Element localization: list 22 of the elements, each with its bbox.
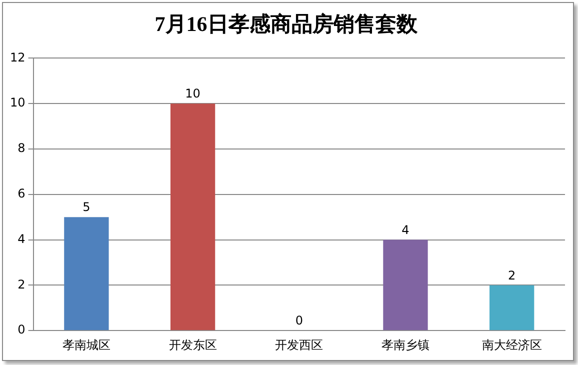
data-label: 10	[185, 86, 200, 101]
data-label: 4	[402, 222, 410, 237]
x-tick-label: 开发东区	[168, 338, 217, 352]
y-tick-label: 10	[10, 96, 26, 110]
bar	[64, 217, 109, 330]
data-label: 2	[508, 268, 516, 282]
chart-title: 7月16日孝感商品房销售套数	[154, 12, 418, 36]
x-tick-label: 南大经济区	[482, 338, 542, 352]
y-tick-label: 12	[10, 50, 26, 64]
y-tick-label: 0	[18, 322, 26, 337]
y-tick-label: 4	[18, 232, 26, 246]
y-tick-label: 6	[18, 186, 26, 201]
bar	[489, 285, 534, 330]
data-label: 0	[295, 314, 303, 328]
x-tick-label: 孝南城区	[62, 338, 110, 352]
bar	[383, 240, 428, 330]
y-tick-label: 2	[18, 277, 26, 292]
y-tick-label: 8	[18, 141, 26, 156]
data-label: 5	[82, 200, 90, 214]
x-tick-label: 开发西区	[275, 338, 324, 352]
bar	[170, 104, 216, 330]
x-tick-label: 孝南乡镇	[381, 338, 430, 352]
